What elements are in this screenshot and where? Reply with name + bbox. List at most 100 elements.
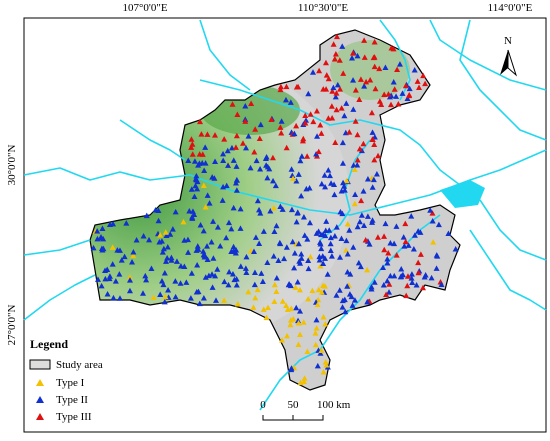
sample-point bbox=[288, 206, 295, 213]
sample-point bbox=[348, 293, 355, 300]
sample-point bbox=[148, 265, 155, 272]
sample-point bbox=[220, 150, 227, 157]
sample-point bbox=[284, 332, 291, 339]
sample-point bbox=[189, 141, 196, 147]
sample-point bbox=[197, 222, 204, 228]
sample-point bbox=[273, 288, 280, 295]
sample-point bbox=[339, 210, 346, 217]
sample-point bbox=[217, 242, 224, 249]
sample-point bbox=[281, 255, 288, 262]
sample-point bbox=[391, 240, 398, 247]
sample-point bbox=[364, 176, 371, 182]
sample-point bbox=[193, 247, 200, 253]
sample-point bbox=[116, 295, 123, 301]
sample-point bbox=[162, 293, 169, 300]
graticule-label: 114°0'0"E bbox=[488, 2, 533, 14]
sample-point bbox=[295, 240, 302, 247]
sample-point bbox=[299, 137, 306, 144]
sample-point bbox=[193, 176, 200, 183]
sample-point bbox=[293, 304, 300, 311]
sample-point bbox=[325, 115, 332, 121]
sample-point bbox=[304, 236, 311, 242]
sample-point bbox=[315, 286, 322, 293]
sample-point bbox=[212, 132, 219, 138]
sample-point bbox=[438, 281, 445, 288]
sample-point bbox=[314, 301, 321, 308]
sample-point bbox=[374, 234, 381, 240]
sample-point bbox=[328, 180, 335, 186]
sample-point bbox=[200, 294, 207, 301]
sample-point bbox=[305, 257, 312, 263]
sample-point bbox=[344, 268, 351, 275]
sample-point bbox=[185, 249, 192, 255]
sample-point bbox=[126, 274, 133, 280]
sample-point bbox=[239, 140, 246, 146]
sample-point bbox=[188, 136, 195, 142]
sample-point bbox=[354, 162, 361, 168]
sample-point bbox=[250, 248, 257, 255]
sample-point bbox=[233, 132, 240, 139]
sample-point bbox=[109, 261, 116, 267]
sample-point bbox=[164, 243, 171, 250]
sample-point bbox=[94, 235, 101, 242]
sample-point bbox=[387, 239, 394, 246]
sample-point bbox=[225, 281, 232, 288]
sample-points bbox=[90, 33, 459, 386]
sample-point bbox=[369, 136, 376, 142]
sample-point bbox=[320, 369, 327, 375]
sample-point bbox=[343, 177, 350, 184]
sample-point bbox=[405, 242, 412, 248]
sample-point bbox=[323, 361, 330, 368]
sample-point bbox=[172, 278, 179, 284]
scale-label: 100 km bbox=[317, 399, 351, 411]
sample-point bbox=[338, 235, 345, 241]
sample-point bbox=[168, 254, 175, 261]
sample-point bbox=[226, 268, 233, 275]
sample-point bbox=[133, 236, 140, 243]
sample-point bbox=[102, 275, 109, 282]
sample-point bbox=[104, 291, 111, 297]
sample-point bbox=[305, 90, 312, 97]
sample-point bbox=[325, 167, 332, 173]
sample-point bbox=[223, 234, 230, 241]
sample-point bbox=[202, 160, 209, 166]
legend-swatch bbox=[29, 359, 51, 370]
sample-point bbox=[200, 182, 207, 188]
sample-point bbox=[237, 205, 244, 212]
sample-point bbox=[295, 341, 302, 348]
sample-point bbox=[320, 260, 327, 266]
sample-point bbox=[210, 255, 217, 261]
sample-point bbox=[106, 221, 113, 227]
sample-point bbox=[291, 250, 298, 256]
sample-point bbox=[242, 103, 249, 109]
sample-point bbox=[181, 237, 188, 243]
sample-point bbox=[252, 234, 259, 240]
sample-point bbox=[384, 255, 391, 262]
sample-point bbox=[342, 247, 349, 253]
sample-point bbox=[303, 117, 310, 123]
sample-point bbox=[228, 248, 235, 254]
sample-point bbox=[323, 218, 330, 224]
sample-point bbox=[212, 272, 219, 279]
sample-point bbox=[296, 258, 303, 264]
sample-point bbox=[361, 83, 368, 89]
sample-point bbox=[230, 243, 237, 250]
sample-point bbox=[339, 43, 346, 49]
sample-point bbox=[352, 191, 359, 197]
sample-point bbox=[221, 136, 228, 142]
sample-point bbox=[291, 264, 298, 271]
sample-point bbox=[354, 223, 361, 230]
sample-point bbox=[191, 193, 198, 200]
sample-point bbox=[322, 321, 329, 327]
sample-point bbox=[169, 226, 176, 232]
sample-point bbox=[381, 246, 388, 253]
sample-point bbox=[302, 119, 309, 126]
sample-point bbox=[307, 111, 314, 117]
sample-point bbox=[409, 279, 416, 286]
sample-point bbox=[214, 224, 221, 230]
sample-point bbox=[204, 243, 211, 249]
legend-label: Type I bbox=[56, 377, 85, 389]
sample-point bbox=[350, 106, 357, 112]
sample-point bbox=[183, 279, 190, 285]
sample-point bbox=[347, 271, 354, 277]
